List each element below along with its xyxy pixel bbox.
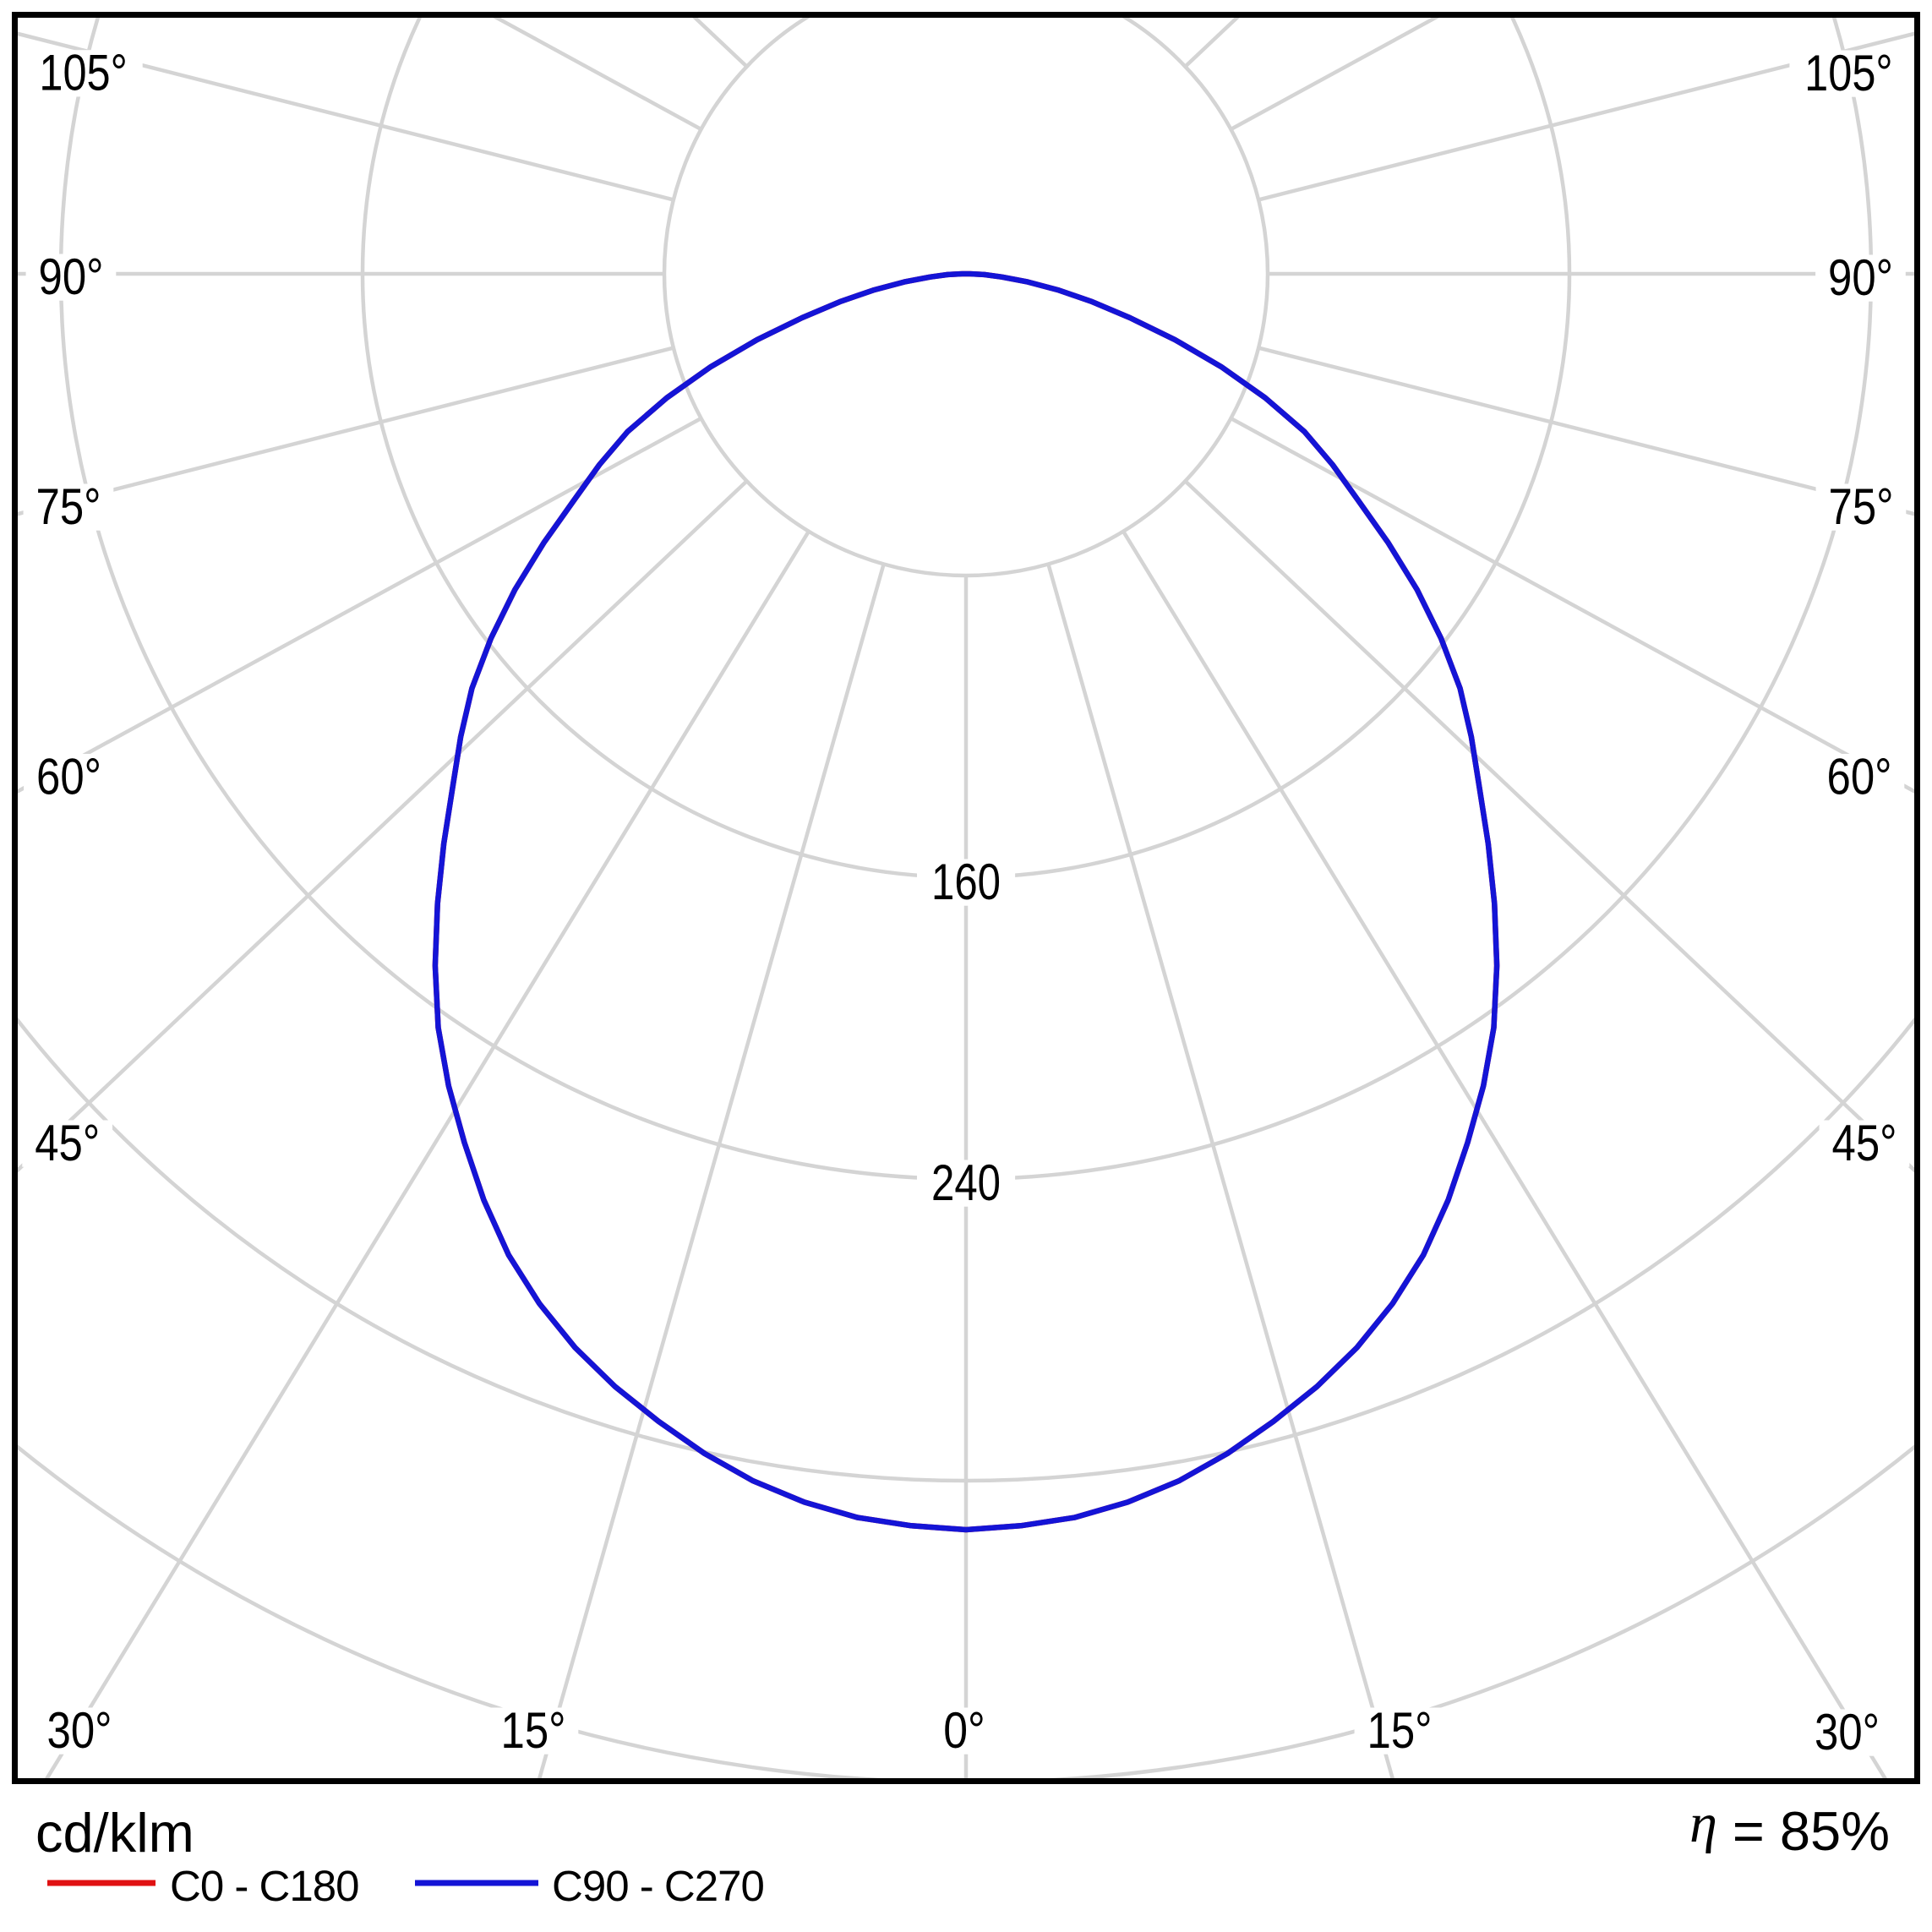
svg-text:160: 160 [931, 854, 1001, 910]
svg-text:η = 85%: η = 85% [1689, 1793, 1890, 1862]
svg-text:90°: 90° [39, 248, 104, 305]
svg-text:30°: 30° [1815, 1704, 1880, 1760]
svg-text:105°: 105° [39, 45, 128, 101]
svg-text:60°: 60° [1827, 748, 1892, 805]
svg-text:240: 240 [931, 1154, 1001, 1211]
svg-text:15°: 15° [1367, 1702, 1433, 1759]
svg-text:45°: 45° [35, 1115, 100, 1171]
svg-text:75°: 75° [36, 478, 101, 535]
svg-text:15°: 15° [501, 1702, 566, 1759]
svg-text:75°: 75° [1829, 478, 1894, 535]
svg-text:C0 - C180: C0 - C180 [170, 1862, 358, 1910]
svg-text:cd/klm: cd/klm [35, 1802, 194, 1864]
svg-text:C90 - C270: C90 - C270 [552, 1862, 764, 1910]
svg-text:105°: 105° [1804, 45, 1893, 101]
svg-text:0°: 0° [943, 1702, 985, 1759]
svg-text:90°: 90° [1828, 249, 1893, 306]
svg-text:60°: 60° [36, 748, 101, 805]
svg-text:45°: 45° [1832, 1115, 1897, 1171]
svg-text:30°: 30° [47, 1702, 112, 1759]
